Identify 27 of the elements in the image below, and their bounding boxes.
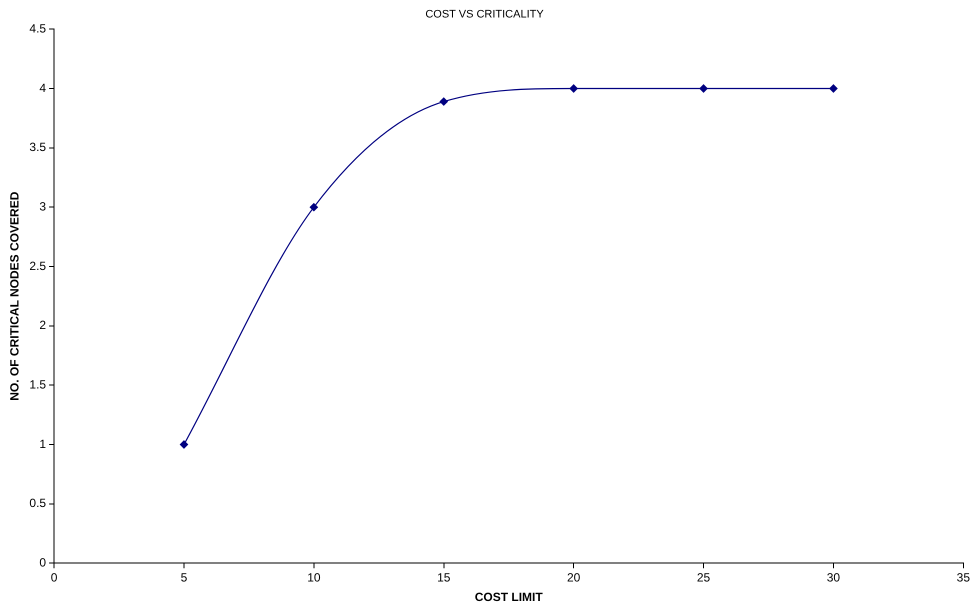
x-tick-label: 5 (180, 570, 188, 585)
point (570, 84, 578, 93)
point (310, 203, 318, 212)
y-tick-label: 0.5 (29, 496, 46, 510)
x-axis-title: COST LIMIT (474, 590, 544, 604)
y-axis-title: NO. OF CRITICAL NODES COVERED (8, 191, 22, 401)
point (699, 84, 708, 93)
y-tick-label: 4 (39, 80, 46, 95)
y-tick-label: 0 (39, 556, 46, 570)
x-tick-label: 10 (307, 570, 321, 585)
y-tick-label: 2 (39, 318, 46, 332)
x-tick-label: 25 (696, 570, 711, 585)
x-tick-label: 20 (566, 570, 581, 585)
x-tick-label: 0 (50, 570, 58, 585)
x-tick-label: 30 (826, 570, 840, 585)
x-tick-label: 15 (437, 570, 451, 585)
y-tick-label: 1.5 (29, 378, 46, 392)
y-tick-label: 3 (39, 200, 46, 214)
chart-title: COST VS CRITICALITY (425, 8, 544, 21)
point (180, 440, 188, 449)
y-tick-label: 3.5 (29, 140, 46, 154)
x-tick-label: 35 (956, 570, 970, 585)
y-tick-label: 4.5 (29, 22, 46, 36)
point (829, 84, 838, 93)
point (440, 97, 448, 106)
y-tick-label: 1 (39, 436, 46, 451)
y-tick-label: 2.5 (29, 258, 46, 273)
